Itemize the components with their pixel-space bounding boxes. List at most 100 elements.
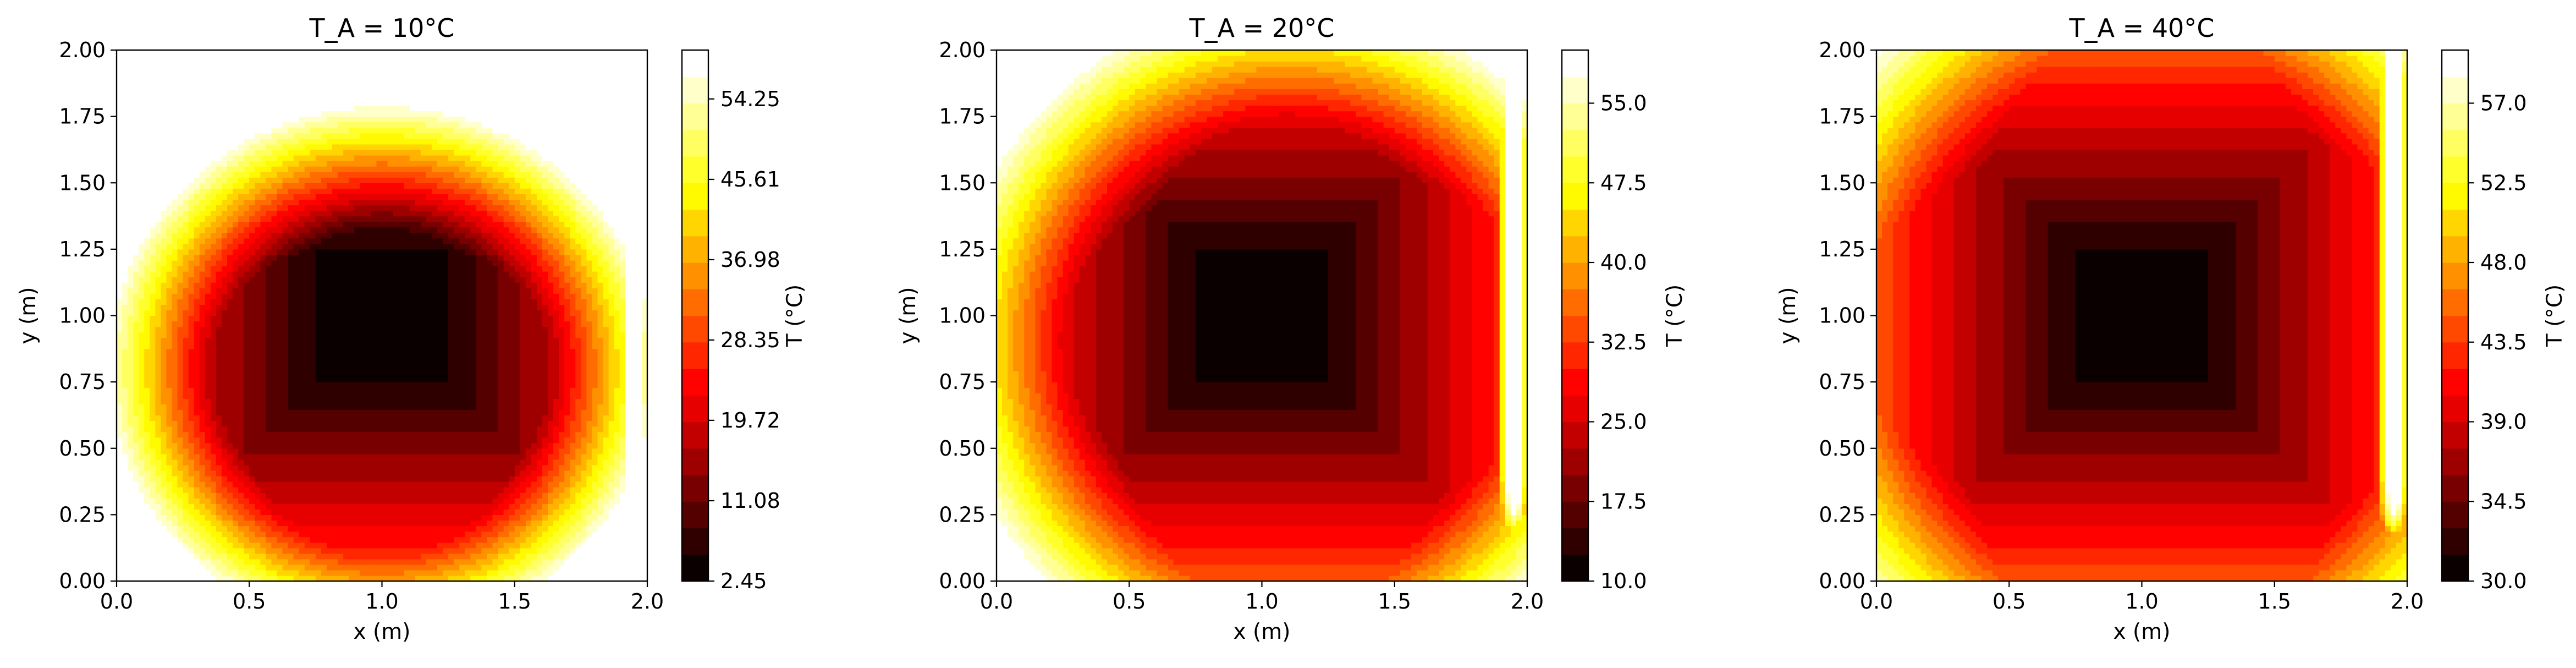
- field-cell: [597, 448, 604, 455]
- field-cell: [592, 426, 598, 432]
- field-cell: [172, 337, 178, 344]
- field-cell: [304, 464, 311, 471]
- field-cell: [221, 376, 228, 382]
- field-cell: [481, 365, 488, 371]
- field-cell: [144, 431, 150, 438]
- field-cell: [470, 420, 476, 427]
- field-cell: [166, 299, 173, 305]
- field-cell: [443, 404, 449, 410]
- field-cell: [614, 437, 620, 443]
- field-cell: [559, 337, 565, 344]
- field-cell: [354, 387, 360, 393]
- field-cell: [227, 321, 233, 327]
- field-cell: [349, 503, 355, 510]
- field-cell: [503, 553, 510, 560]
- field-cell: [205, 321, 211, 327]
- field-cell: [360, 520, 366, 527]
- field-cell: [133, 415, 139, 421]
- field-cell: [326, 547, 333, 554]
- field-cell: [608, 437, 615, 443]
- field-cell: [249, 570, 255, 576]
- field-cell: [128, 437, 134, 443]
- field-cell: [150, 365, 156, 371]
- field-cell: [575, 326, 581, 333]
- field-cell: [238, 520, 244, 527]
- field-cell: [559, 442, 565, 449]
- field-cell: [255, 470, 261, 477]
- field-cell: [210, 459, 217, 466]
- field-cell: [260, 293, 266, 299]
- field-cell: [481, 448, 488, 455]
- field-cell: [288, 326, 294, 333]
- field-cell: [630, 426, 637, 432]
- field-cell: [166, 481, 173, 488]
- field-cell: [498, 498, 504, 504]
- field-cell: [415, 332, 421, 338]
- field-cell: [592, 525, 598, 532]
- field-cell: [343, 564, 349, 571]
- field-cell: [155, 487, 162, 493]
- field-cell: [487, 354, 493, 360]
- field-cell: [139, 337, 145, 344]
- field-cell: [459, 398, 465, 404]
- field-cell: [503, 409, 510, 416]
- field-cell: [338, 442, 344, 449]
- field-cell: [183, 559, 189, 565]
- field-cell: [349, 420, 355, 427]
- field-cell: [365, 321, 371, 327]
- field-cell: [227, 343, 233, 349]
- field-cell: [641, 359, 647, 366]
- field-cell: [128, 393, 134, 399]
- field-cell: [205, 536, 211, 543]
- field-cell: [564, 359, 570, 366]
- field-cell: [487, 470, 493, 477]
- field-cell: [150, 498, 156, 504]
- field-cell: [122, 409, 128, 416]
- field-cell: [437, 453, 443, 460]
- field-cell: [128, 304, 134, 311]
- field-cell: [553, 470, 559, 477]
- field-cell: [255, 337, 261, 344]
- field-cell: [249, 520, 255, 527]
- field-cell: [470, 426, 476, 432]
- field-cell: [531, 315, 537, 322]
- field-cell: [564, 299, 570, 305]
- field-cell: [387, 415, 394, 421]
- field-cell: [177, 365, 184, 371]
- field-cell: [210, 464, 217, 471]
- field-cell: [581, 564, 587, 571]
- field-cell: [150, 426, 156, 432]
- field-cell: [536, 376, 543, 382]
- field-cell: [144, 470, 150, 477]
- field-cell: [398, 304, 405, 311]
- field-cell: [293, 575, 300, 581]
- field-cell: [255, 293, 261, 299]
- field-cell: [122, 464, 128, 471]
- field-cell: [465, 315, 471, 322]
- field-cell: [183, 503, 189, 510]
- field-cell: [476, 448, 482, 455]
- field-cell: [420, 415, 427, 421]
- field-cell: [310, 547, 316, 554]
- field-cell: [172, 404, 178, 410]
- field-cell: [614, 520, 620, 527]
- field-cell: [454, 304, 460, 311]
- field-cell: [619, 409, 626, 416]
- field-cell: [553, 365, 559, 371]
- field-cell: [122, 453, 128, 460]
- field-cell: [570, 476, 576, 482]
- field-cell: [183, 420, 189, 427]
- field-cell: [641, 487, 647, 493]
- field-cell: [244, 409, 250, 416]
- field-cell: [536, 453, 543, 460]
- field-cell: [310, 470, 316, 477]
- field-cell: [531, 420, 537, 427]
- field-cell: [150, 547, 156, 554]
- field-cell: [481, 481, 488, 488]
- field-cell: [581, 559, 587, 565]
- field-cell: [608, 453, 615, 460]
- field-cell: [266, 464, 272, 471]
- field-cell: [520, 299, 526, 305]
- field-cell: [564, 415, 570, 421]
- field-cell: [299, 481, 305, 488]
